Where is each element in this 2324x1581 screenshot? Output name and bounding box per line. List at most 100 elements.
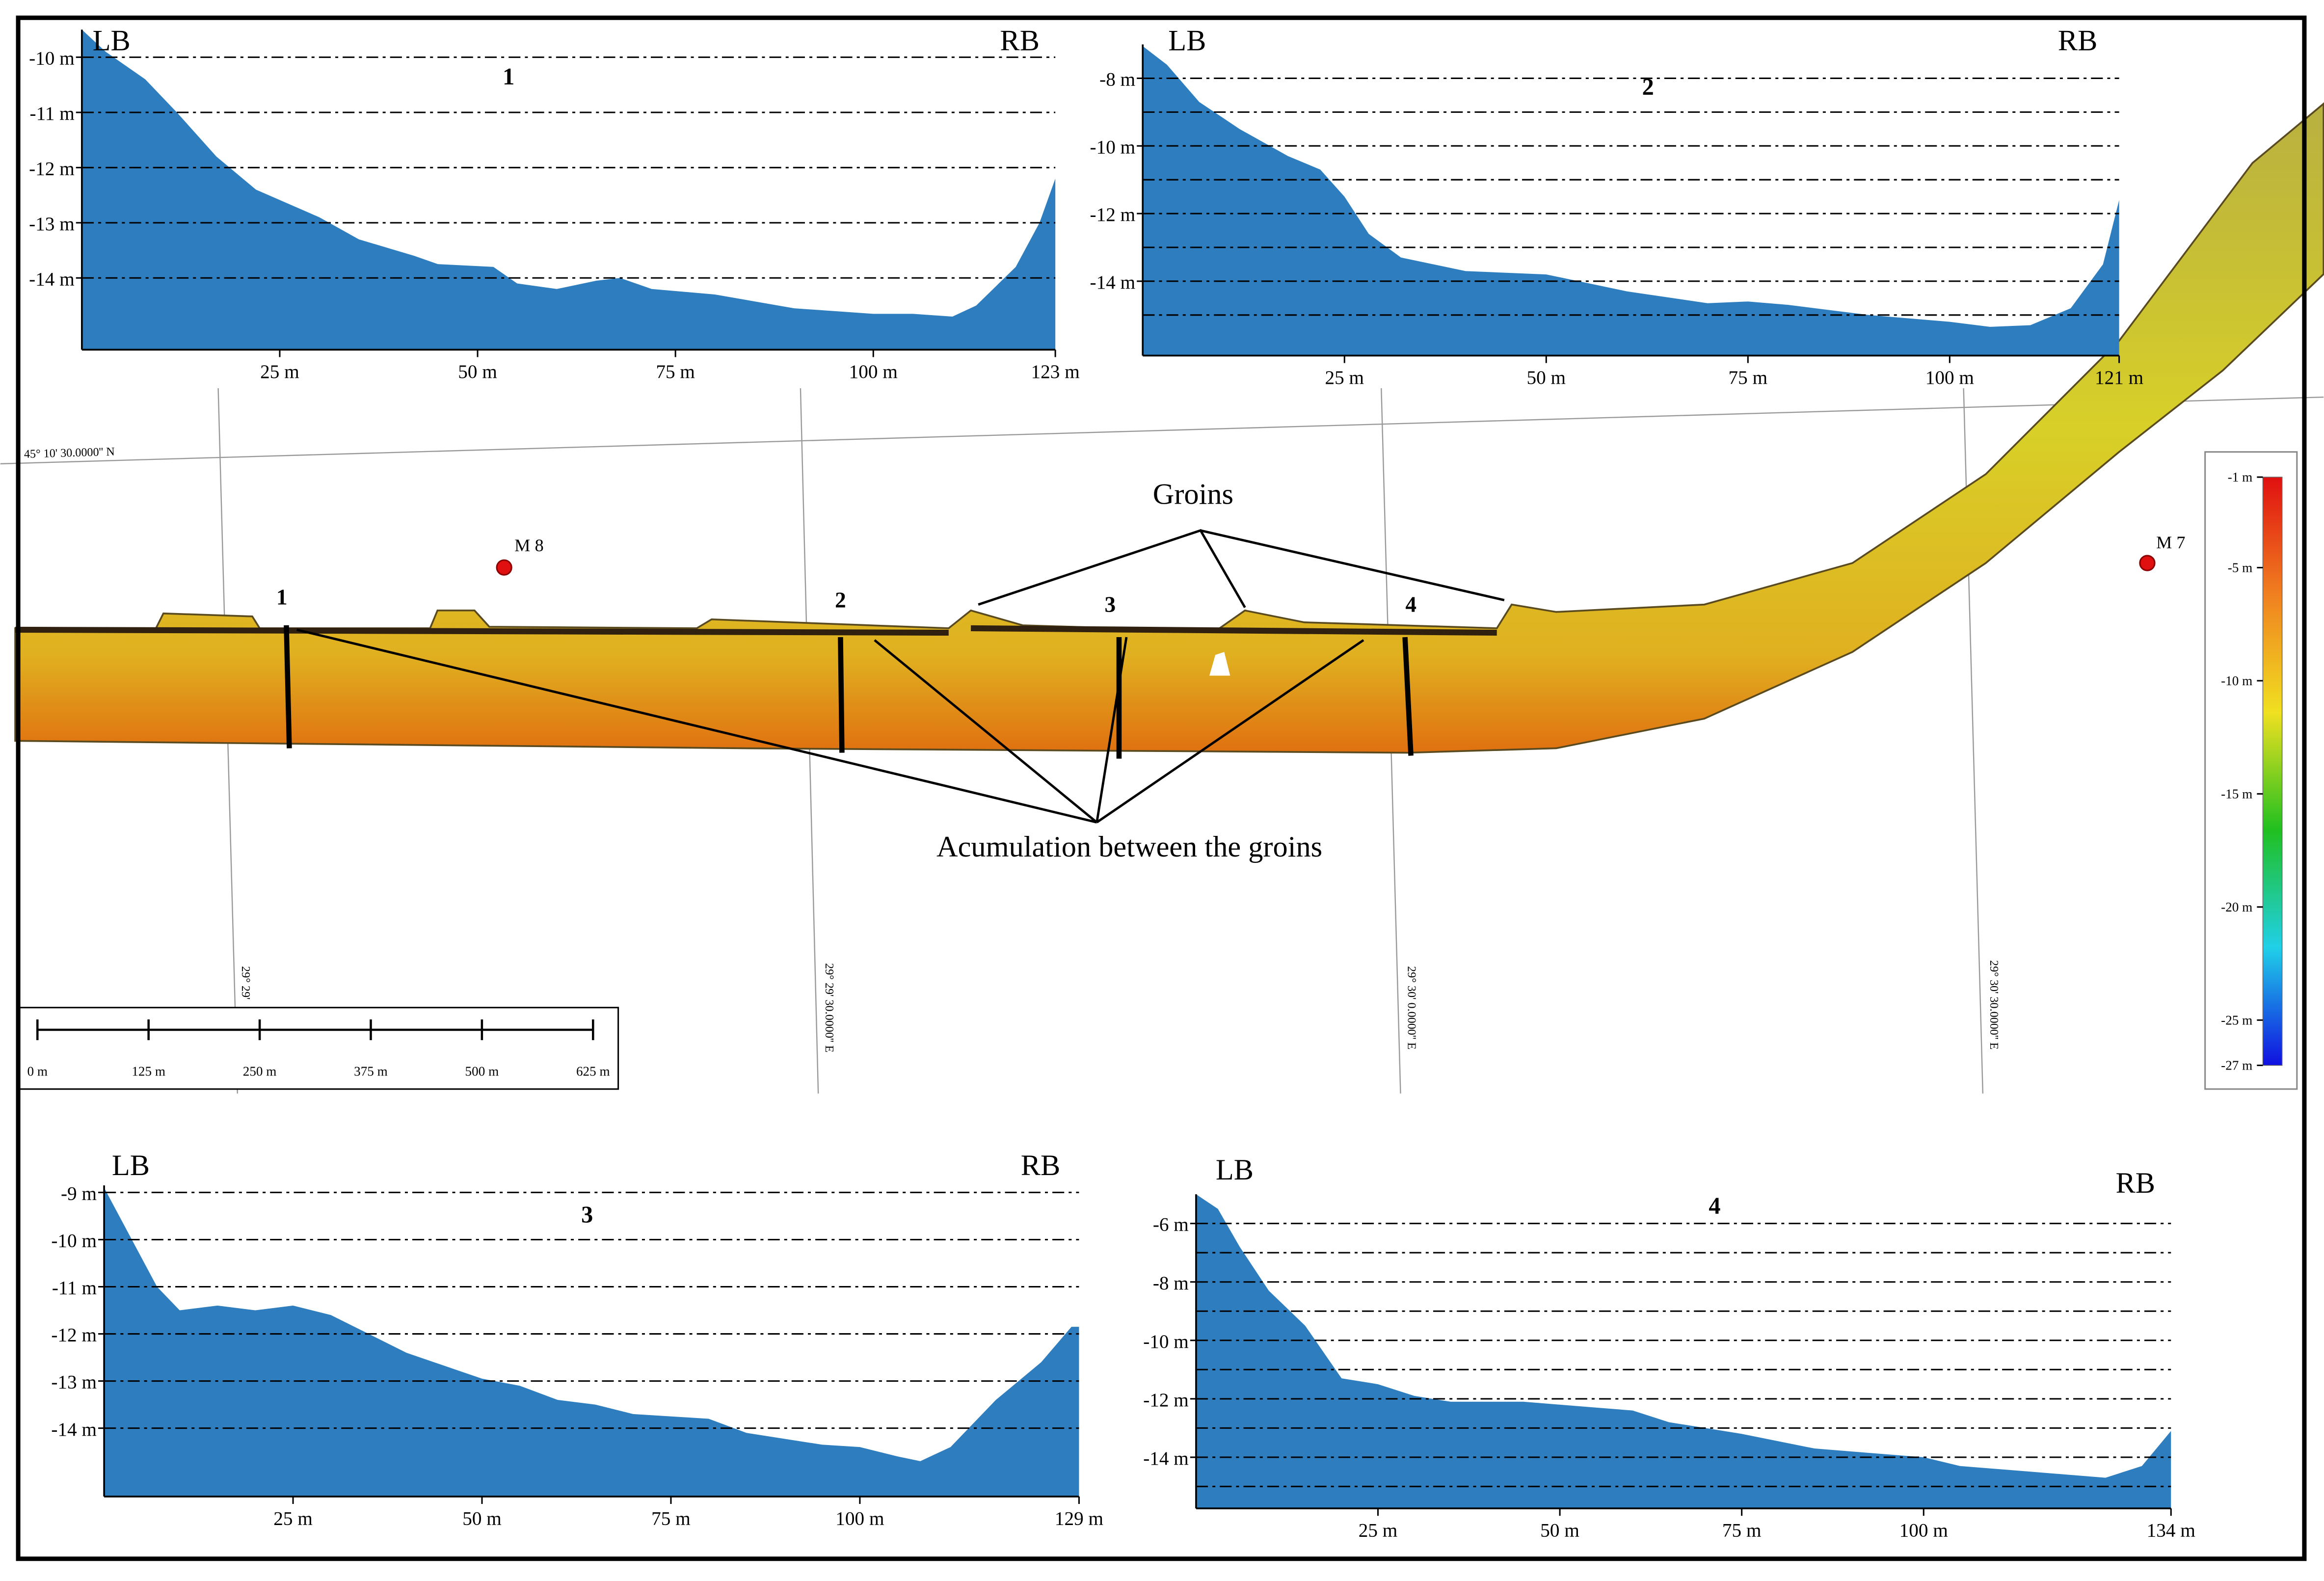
- marker-m8: [496, 559, 512, 576]
- parallel-line: [0, 396, 2324, 465]
- right-bank-label: RB: [2116, 1167, 2156, 1200]
- profile-label: 1: [276, 585, 288, 610]
- y-tick-label: -8 m: [1099, 69, 1135, 90]
- x-tick-label: 134 m: [2147, 1520, 2195, 1541]
- profile-label: 4: [1405, 592, 1416, 617]
- y-tick-label: -12 m: [29, 159, 75, 180]
- river-bank: [15, 625, 1497, 636]
- profile-title: 1: [503, 64, 514, 90]
- y-tick-label: -11 m: [30, 103, 75, 124]
- y-tick-label: -10 m: [1143, 1331, 1189, 1352]
- x-tick-label: 121 m: [2095, 367, 2143, 388]
- accumulation-leader: [296, 628, 1364, 824]
- parallel-label: 45° 10' 30.0000'' N: [24, 445, 115, 461]
- x-tick-label: 25 m: [1359, 1520, 1398, 1541]
- colorbar-label: -5 m: [2228, 560, 2253, 575]
- scalebar-label: 250 m: [243, 1064, 277, 1079]
- scalebar-box: [19, 1007, 619, 1090]
- profile-chart: -10 m -11 m -12 m -13 m -14 m 25 m 50 m 75 m 100…: [29, 25, 1080, 382]
- profile-title: 4: [1709, 1193, 1720, 1219]
- y-tick-label: -13 m: [29, 214, 75, 235]
- y-tick-label: -12 m: [1143, 1390, 1189, 1411]
- meridian-label: 29° 30' 30.0000'' E: [1987, 960, 2001, 1049]
- right-bank-label: RB: [1000, 25, 1040, 57]
- left-bank-label: LB: [93, 25, 131, 57]
- scalebar-label: 375 m: [354, 1064, 388, 1079]
- groins-label: Groins: [1153, 478, 1233, 510]
- x-tick-label: 75 m: [656, 361, 695, 382]
- cross-section: [1402, 637, 1414, 756]
- profile-label: 3: [1105, 592, 1116, 617]
- right-bank-label: RB: [2058, 25, 2098, 57]
- sand-bar: [1209, 652, 1230, 676]
- scalebar-label: 0 m: [27, 1064, 48, 1079]
- y-tick-label: -14 m: [1090, 272, 1136, 293]
- depth-area: [1196, 1194, 2171, 1509]
- x-tick-label: 50 m: [458, 361, 497, 382]
- meridian-label: 29° 30' 0.0000'' E: [1405, 966, 1418, 1049]
- colorbar-label: -10 m: [2221, 673, 2252, 688]
- left-bank-label: LB: [1168, 25, 1206, 57]
- leader-lines: [296, 529, 1505, 824]
- scalebar-label: 500 m: [465, 1064, 499, 1079]
- colorbar-box: [2204, 451, 2298, 1090]
- y-tick-label: -11 m: [52, 1278, 97, 1299]
- x-tick-label: 75 m: [1722, 1520, 1762, 1541]
- x-tick-label: 100 m: [1899, 1520, 1948, 1541]
- scalebar-label: 625 m: [576, 1064, 610, 1079]
- groins-leader: [978, 529, 1505, 608]
- y-tick-label: -12 m: [51, 1325, 97, 1346]
- y-tick-label: -10 m: [1090, 136, 1136, 158]
- y-tick-label: -6 m: [1153, 1214, 1189, 1235]
- profile-chart: -8 m -10 m -12 m -14 m 25 m 50 m 75 m 100 m 121 …: [1090, 25, 2144, 388]
- x-tick-label: 25 m: [1325, 367, 1364, 388]
- x-tick-label: 100 m: [835, 1508, 884, 1529]
- y-tick-label: -8 m: [1153, 1273, 1189, 1294]
- colorbar-label: -20 m: [2221, 900, 2252, 914]
- depth-area: [104, 1187, 1079, 1497]
- left-bank-label: LB: [112, 1149, 150, 1182]
- colorbar-label: -15 m: [2221, 786, 2252, 801]
- accumulation-label: Acumulation between the groins: [936, 831, 1322, 863]
- x-tick-label: 50 m: [1540, 1520, 1579, 1541]
- cross-section: [284, 625, 292, 749]
- left-bank-label: LB: [1216, 1153, 1254, 1186]
- colorbar-label: -27 m: [2221, 1058, 2252, 1073]
- cross-section: [838, 637, 845, 753]
- depth-area: [1143, 46, 2119, 356]
- x-tick-label: 123 m: [1031, 361, 1080, 382]
- river-bathymetry: [14, 102, 2324, 754]
- scalebar-label: 125 m: [132, 1064, 165, 1079]
- x-tick-label: 100 m: [1925, 367, 1974, 388]
- marker-label: M 8: [514, 536, 543, 555]
- y-tick-label: -9 m: [61, 1183, 97, 1204]
- y-tick-label: -14 m: [51, 1419, 97, 1440]
- profile-chart: -9 m -10 m -11 m -12 m -13 m -14 m 25 m 50 m 75 …: [51, 1149, 1103, 1529]
- meridian-label: 29° 29': [239, 966, 252, 999]
- x-tick-label: 75 m: [1729, 367, 1768, 388]
- x-tick-label: 25 m: [273, 1508, 313, 1529]
- profile-title: 2: [1642, 74, 1654, 100]
- colorbar-label: -1 m: [2228, 470, 2253, 484]
- right-bank-label: RB: [1021, 1149, 1061, 1182]
- marker-label: M 7: [2156, 533, 2185, 552]
- x-tick-label: 25 m: [260, 361, 299, 382]
- x-tick-label: 129 m: [1055, 1508, 1103, 1529]
- y-tick-label: -10 m: [29, 48, 75, 69]
- y-tick-label: -12 m: [1090, 204, 1136, 225]
- y-tick-label: -13 m: [51, 1372, 97, 1393]
- x-tick-label: 75 m: [651, 1508, 691, 1529]
- y-tick-label: -14 m: [29, 268, 75, 290]
- frame: [16, 15, 2307, 1561]
- cross-sections: [284, 625, 1414, 759]
- colorbar-label: -25 m: [2221, 1013, 2252, 1027]
- y-tick-label: -14 m: [1143, 1448, 1189, 1469]
- profile-label: 2: [835, 588, 846, 613]
- x-tick-label: 50 m: [1527, 367, 1566, 388]
- x-tick-label: 100 m: [849, 361, 898, 382]
- profile-title: 3: [581, 1202, 593, 1228]
- meridian-label: 29° 29' 30.0000'' E: [823, 963, 836, 1052]
- depth-area: [81, 29, 1056, 350]
- profile-chart: -6 m -8 m -10 m -12 m -14 m 25 m 50 m 75 m 100 m…: [1143, 1153, 2195, 1541]
